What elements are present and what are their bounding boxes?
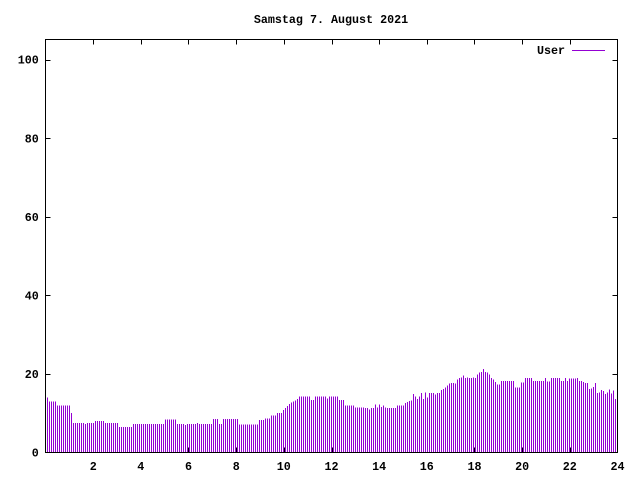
svg-text:Samstag 7. August 2021: Samstag 7. August 2021 — [254, 13, 408, 27]
svg-text:24: 24 — [610, 460, 624, 474]
svg-text:20: 20 — [25, 368, 39, 382]
svg-text:0: 0 — [32, 447, 39, 461]
svg-text:2: 2 — [90, 460, 97, 474]
svg-text:8: 8 — [233, 460, 240, 474]
svg-text:12: 12 — [324, 460, 338, 474]
svg-text:10: 10 — [277, 460, 291, 474]
svg-text:16: 16 — [420, 460, 434, 474]
svg-text:22: 22 — [563, 460, 577, 474]
svg-text:40: 40 — [25, 290, 39, 304]
svg-text:60: 60 — [25, 211, 39, 225]
svg-text:100: 100 — [18, 54, 39, 68]
svg-text:4: 4 — [137, 460, 144, 474]
svg-text:18: 18 — [467, 460, 481, 474]
svg-text:6: 6 — [185, 460, 192, 474]
svg-text:14: 14 — [372, 460, 386, 474]
svg-text:80: 80 — [25, 132, 39, 146]
svg-text:20: 20 — [515, 460, 529, 474]
svg-text:User: User — [537, 44, 565, 58]
